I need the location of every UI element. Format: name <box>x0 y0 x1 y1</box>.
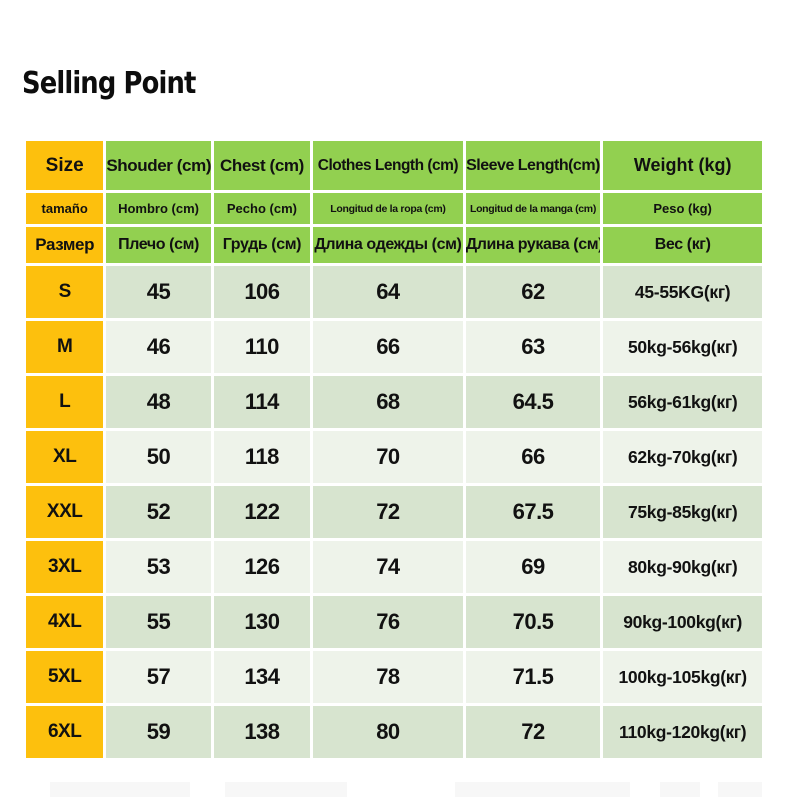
size-s-cell: 64 <box>313 266 463 318</box>
size-xxl-cell: 52 <box>106 486 211 538</box>
size-m-size-cell: M <box>26 321 104 373</box>
header-spanish-cell: Longitud de la ropa (cm) <box>313 193 463 224</box>
header-russian-cell: Длина одежды (см) <box>313 227 463 263</box>
size-s-cell: 45 <box>106 266 211 318</box>
size-4xl-cell: 76 <box>313 596 463 648</box>
size-4xl-cell: 55 <box>106 596 211 648</box>
header-spanish-cell: Pecho (cm) <box>213 193 311 224</box>
size-xl-cell: 66 <box>465 431 601 483</box>
header-english-cell: Shouder (cm) <box>106 141 211 190</box>
size-xxl-cell: 67.5 <box>465 486 601 538</box>
size-3xl-cell: 126 <box>213 541 311 593</box>
size-3xl-cell: 53 <box>106 541 211 593</box>
cropped-next-row-fragment <box>455 782 630 797</box>
size-chart-table: Size Shouder (cm) Chest (cm) Clothes Length… <box>23 138 765 761</box>
size-m-cell: 50kg-56kg(кг) <box>603 321 762 373</box>
size-xxl-cell: 75kg-85kg(кг) <box>603 486 762 538</box>
header-spanish-cell: Peso (kg) <box>603 193 762 224</box>
size-6xl-size-cell: 6XL <box>26 706 104 758</box>
size-xxl-row: XXL 52 122 72 67.5 75kg-85kg(кг) <box>26 486 762 538</box>
size-6xl-row: 6XL 59 138 80 72 110kg-120kg(кг) <box>26 706 762 758</box>
size-xl-cell: 62kg-70kg(кг) <box>603 431 762 483</box>
header-english-row: Size Shouder (cm) Chest (cm) Clothes Length… <box>26 141 762 190</box>
size-3xl-cell: 74 <box>313 541 463 593</box>
size-l-size-cell: L <box>26 376 104 428</box>
size-3xl-cell: 80kg-90kg(кг) <box>603 541 762 593</box>
size-l-cell: 48 <box>106 376 211 428</box>
size-5xl-cell: 71.5 <box>465 651 601 703</box>
size-3xl-row: 3XL 53 126 74 69 80kg-90kg(кг) <box>26 541 762 593</box>
page-title: Selling Point <box>22 66 196 101</box>
size-s-row: S 45 106 64 62 45-55KG(кг) <box>26 266 762 318</box>
header-spanish-cell: Hombro (cm) <box>106 193 211 224</box>
size-xxl-size-cell: XXL <box>26 486 104 538</box>
cropped-next-row-fragment <box>718 782 762 797</box>
size-4xl-row: 4XL 55 130 76 70.5 90kg-100kg(кг) <box>26 596 762 648</box>
size-l-row: L 48 114 68 64.5 56kg-61kg(кг) <box>26 376 762 428</box>
size-m-row: M 46 110 66 63 50kg-56kg(кг) <box>26 321 762 373</box>
header-russian-cell: Длина рукава (см) <box>465 227 601 263</box>
header-russian-cell: Плечо (см) <box>106 227 211 263</box>
header-english-cell: Clothes Length (cm) <box>313 141 463 190</box>
header-spanish-cell: Longitud de la manga (cm) <box>465 193 601 224</box>
size-6xl-cell: 72 <box>465 706 601 758</box>
size-s-cell: 45-55KG(кг) <box>603 266 762 318</box>
size-6xl-cell: 59 <box>106 706 211 758</box>
size-5xl-size-cell: 5XL <box>26 651 104 703</box>
header-english-cell: Chest (cm) <box>213 141 311 190</box>
size-5xl-cell: 100kg-105kg(кг) <box>603 651 762 703</box>
size-xl-row: XL 50 118 70 66 62kg-70kg(кг) <box>26 431 762 483</box>
size-s-cell: 62 <box>465 266 601 318</box>
size-m-cell: 63 <box>465 321 601 373</box>
size-3xl-cell: 69 <box>465 541 601 593</box>
size-l-cell: 64.5 <box>465 376 601 428</box>
size-l-cell: 114 <box>213 376 311 428</box>
size-xl-cell: 118 <box>213 431 311 483</box>
header-spanish-row: tamaño Hombro (cm) Pecho (cm) Longitud de l… <box>26 193 762 224</box>
size-6xl-cell: 110kg-120kg(кг) <box>603 706 762 758</box>
header-russian-cell: Грудь (см) <box>213 227 311 263</box>
size-m-cell: 46 <box>106 321 211 373</box>
header-russian-row: Размер Плечо (см) Грудь (см) Длина одежды (… <box>26 227 762 263</box>
size-3xl-size-cell: 3XL <box>26 541 104 593</box>
cropped-next-row-fragment <box>50 782 190 797</box>
size-s-cell: 106 <box>213 266 311 318</box>
size-4xl-size-cell: 4XL <box>26 596 104 648</box>
size-l-cell: 68 <box>313 376 463 428</box>
size-xl-size-cell: XL <box>26 431 104 483</box>
header-spanish-size-cell: tamaño <box>26 193 104 224</box>
size-5xl-row: 5XL 57 134 78 71.5 100kg-105kg(кг) <box>26 651 762 703</box>
size-5xl-cell: 57 <box>106 651 211 703</box>
size-m-cell: 110 <box>213 321 311 373</box>
cropped-next-row-fragment <box>225 782 347 797</box>
size-4xl-cell: 70.5 <box>465 596 601 648</box>
size-6xl-cell: 138 <box>213 706 311 758</box>
header-english-cell: Sleeve Length(cm) <box>465 141 601 190</box>
size-5xl-cell: 78 <box>313 651 463 703</box>
cropped-next-row-fragment <box>660 782 700 797</box>
size-m-cell: 66 <box>313 321 463 373</box>
size-xxl-cell: 72 <box>313 486 463 538</box>
header-english-size-cell: Size <box>26 141 104 190</box>
header-russian-size-cell: Размер <box>26 227 104 263</box>
size-4xl-cell: 90kg-100kg(кг) <box>603 596 762 648</box>
size-xl-cell: 50 <box>106 431 211 483</box>
size-xl-cell: 70 <box>313 431 463 483</box>
header-russian-cell: Вес (кг) <box>603 227 762 263</box>
size-6xl-cell: 80 <box>313 706 463 758</box>
size-l-cell: 56kg-61kg(кг) <box>603 376 762 428</box>
size-5xl-cell: 134 <box>213 651 311 703</box>
size-s-size-cell: S <box>26 266 104 318</box>
size-4xl-cell: 130 <box>213 596 311 648</box>
size-xxl-cell: 122 <box>213 486 311 538</box>
header-english-cell: Weight (kg) <box>603 141 762 190</box>
